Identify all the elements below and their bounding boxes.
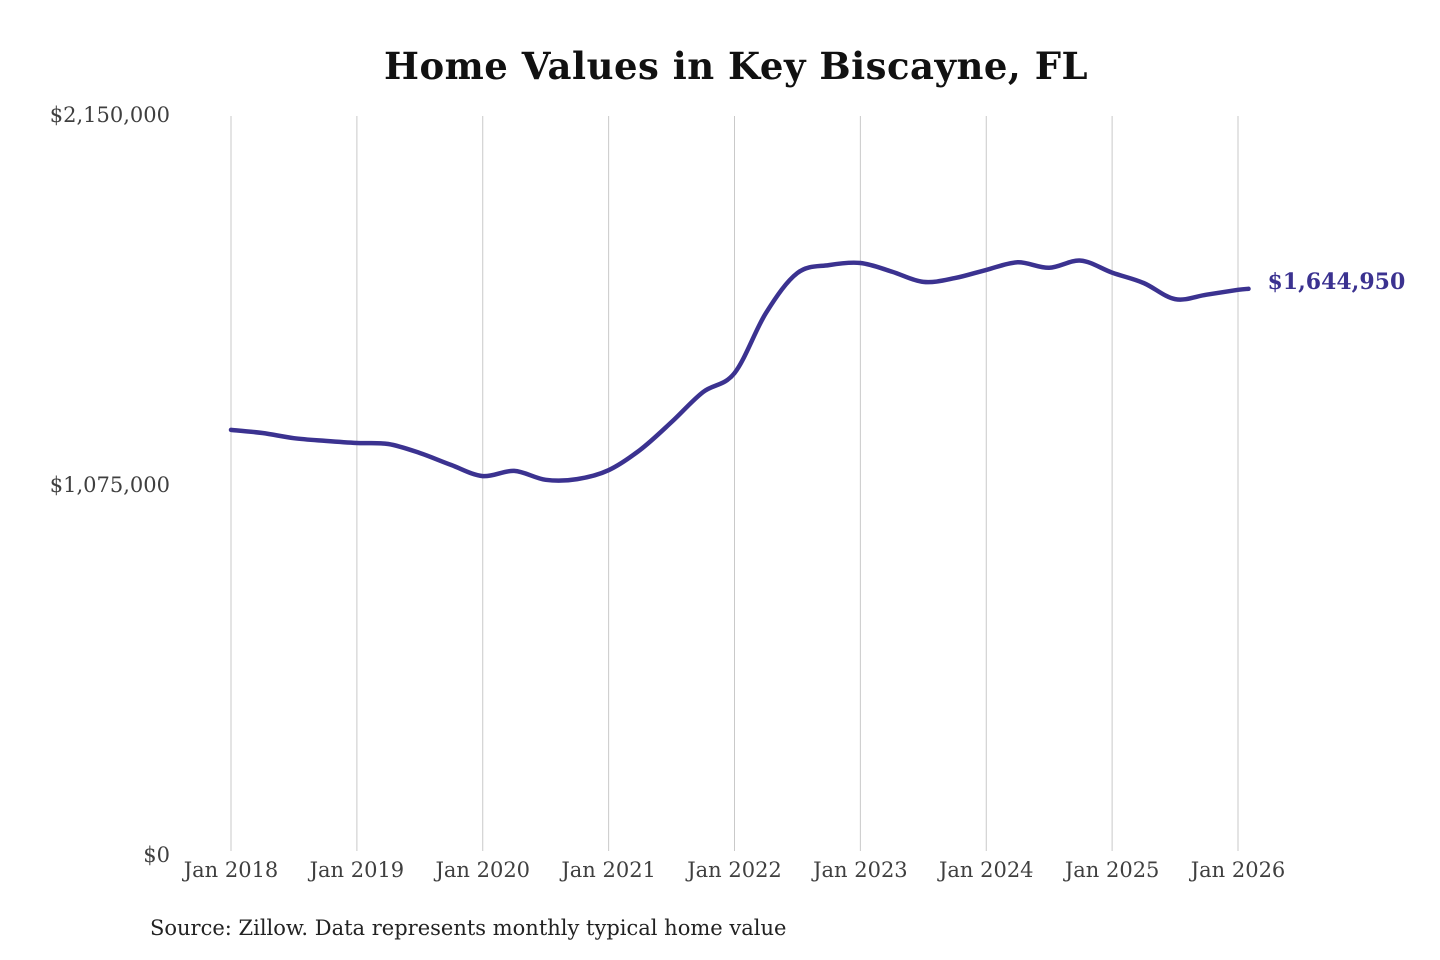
chart-title: Home Values in Key Biscayne, FL: [384, 44, 1088, 88]
x-axis-tick-label: Jan 2020: [435, 858, 531, 882]
source-note: Source: Zillow. Data represents monthly …: [150, 916, 787, 940]
y-axis-tick-label: $1,075,000: [49, 473, 170, 497]
x-axis-tick-label: Jan 2022: [687, 858, 782, 882]
y-axis-tick-label: $2,150,000: [49, 103, 170, 127]
x-axis-tick-label: Jan 2026: [1190, 858, 1286, 882]
x-axis-tick-label: Jan 2021: [561, 858, 656, 882]
x-axis-tick-label: Jan 2024: [938, 858, 1034, 882]
x-axis-tick-label: Jan 2025: [1064, 858, 1160, 882]
x-axis-tick-label: Jan 2019: [309, 858, 405, 882]
home-value-line: [228, 258, 1251, 483]
latest-value-label: $1,644,950: [1267, 268, 1406, 295]
y-axis-tick-label: $0: [143, 843, 170, 867]
x-axis-tick-label: Jan 2018: [183, 858, 279, 882]
x-axis-tick-label: Jan 2023: [813, 858, 908, 882]
